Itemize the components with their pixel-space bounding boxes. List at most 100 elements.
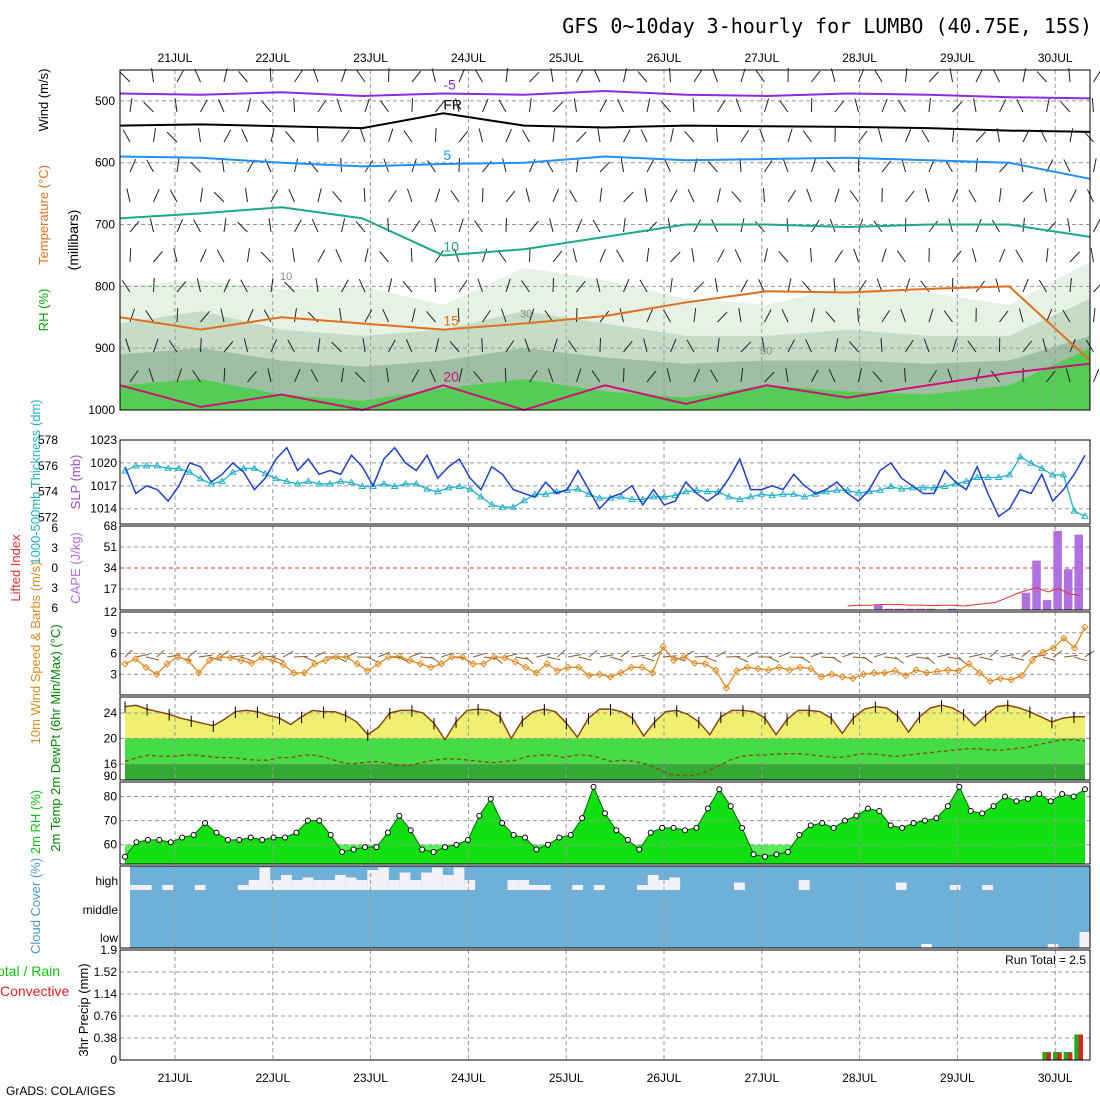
high-cloud-bar (410, 880, 422, 890)
wind-barb (759, 128, 765, 143)
wind-barb (243, 338, 248, 353)
thickness-marker (725, 492, 733, 500)
wind-barb (825, 311, 836, 323)
rh-marker (213, 829, 220, 836)
wind-barb (312, 68, 319, 83)
rh-marker (510, 832, 517, 839)
wind-barb (593, 69, 601, 83)
wind-barb (240, 279, 248, 293)
cape-bar (1032, 560, 1041, 610)
wind-barb (1069, 189, 1077, 203)
wind-barb (842, 652, 855, 658)
date-tick-label: 24JUL (451, 51, 486, 65)
wind-barb (764, 248, 768, 263)
rh-marker (830, 824, 837, 831)
wind-barb (952, 250, 962, 263)
wind-barb (764, 371, 775, 383)
wind-barb (949, 68, 953, 83)
thickness-marker (1081, 512, 1089, 519)
panel-frame (119, 949, 1091, 1061)
wind-barb (223, 279, 231, 293)
wind-marker (311, 660, 319, 668)
thickness-tick-label: 578 (38, 433, 58, 447)
high-cloud-bar (140, 885, 152, 890)
wind-barb (472, 652, 486, 658)
thickness-marker (1048, 470, 1057, 478)
wind-barb (1069, 251, 1080, 263)
rh-marker (304, 817, 311, 824)
wind-barb (426, 310, 436, 323)
wind-marker (775, 663, 783, 672)
wind-barb (971, 248, 977, 263)
wind-marker (1017, 671, 1026, 680)
wind-barb (1063, 654, 1078, 658)
thickness-marker (250, 464, 259, 471)
high-cloud-bar (302, 877, 314, 890)
cape-tick-label: 17 (104, 582, 118, 596)
wind-barb (1083, 131, 1094, 143)
date-tick-label: 27JUL (744, 51, 779, 65)
wind-barb (129, 159, 137, 173)
wind-marker (205, 656, 214, 665)
wind-barb (1093, 368, 1100, 383)
wind-barb (646, 159, 655, 173)
wind-barb (149, 218, 154, 233)
wind-barb (200, 99, 208, 113)
wind-barb (1069, 128, 1074, 143)
rh-marker (682, 827, 688, 834)
wind-barb (409, 652, 422, 658)
run-total-label: Run Total = 2.5 (1005, 953, 1086, 967)
cloud-level-label: high (95, 874, 118, 888)
wind-marker (680, 653, 688, 661)
low-cloud-bar (921, 944, 932, 948)
rh-marker (247, 834, 254, 841)
wind-barb (569, 189, 577, 203)
wind-barb (958, 656, 966, 665)
wind-marker (511, 658, 520, 666)
thickness-marker (897, 485, 906, 492)
wind-barb (1016, 99, 1024, 113)
wind-barb (694, 655, 709, 658)
wind-marker (448, 653, 456, 661)
wind-barb (693, 219, 702, 233)
panel-frame (119, 781, 1091, 865)
wind-marker (427, 663, 435, 672)
high-cloud-bar (291, 880, 303, 890)
wind-barb (768, 656, 780, 663)
wind-marker (659, 642, 667, 651)
wind-barb (364, 309, 373, 323)
wind-barb (900, 308, 906, 323)
precip-axis-title: 3hr Precip (mm) (76, 963, 91, 1056)
wind-barb (200, 249, 207, 263)
wind-barb (644, 188, 648, 203)
wind-barb (740, 341, 752, 353)
thickness-marker (207, 479, 216, 487)
wind-barb (355, 220, 366, 233)
wind-barb (928, 71, 939, 83)
wind-barb (435, 188, 441, 203)
wind-barb (637, 71, 648, 83)
wind-barb (270, 339, 278, 353)
wind-barb (529, 370, 538, 383)
wind-barb (294, 308, 297, 323)
wind-barb (515, 656, 529, 660)
wind-marker (838, 673, 847, 681)
high-cloud-bar (432, 867, 443, 890)
wind-barb (364, 98, 370, 113)
precip-convective-legend: Convective (0, 983, 69, 999)
thickness-marker (412, 479, 421, 487)
isotherm-line (119, 155, 1091, 180)
wind-barb (431, 68, 436, 83)
rh-marker (704, 805, 711, 812)
wind-barb (497, 250, 507, 263)
thickness-marker (466, 485, 475, 492)
wind-barb (268, 218, 272, 233)
wind-barb (968, 653, 983, 658)
thickness-marker (649, 492, 658, 500)
thickness-marker (1059, 470, 1068, 478)
rh-marker (544, 841, 551, 848)
wind-barb (599, 99, 608, 113)
date-tick-label: 23JUL (353, 51, 388, 65)
